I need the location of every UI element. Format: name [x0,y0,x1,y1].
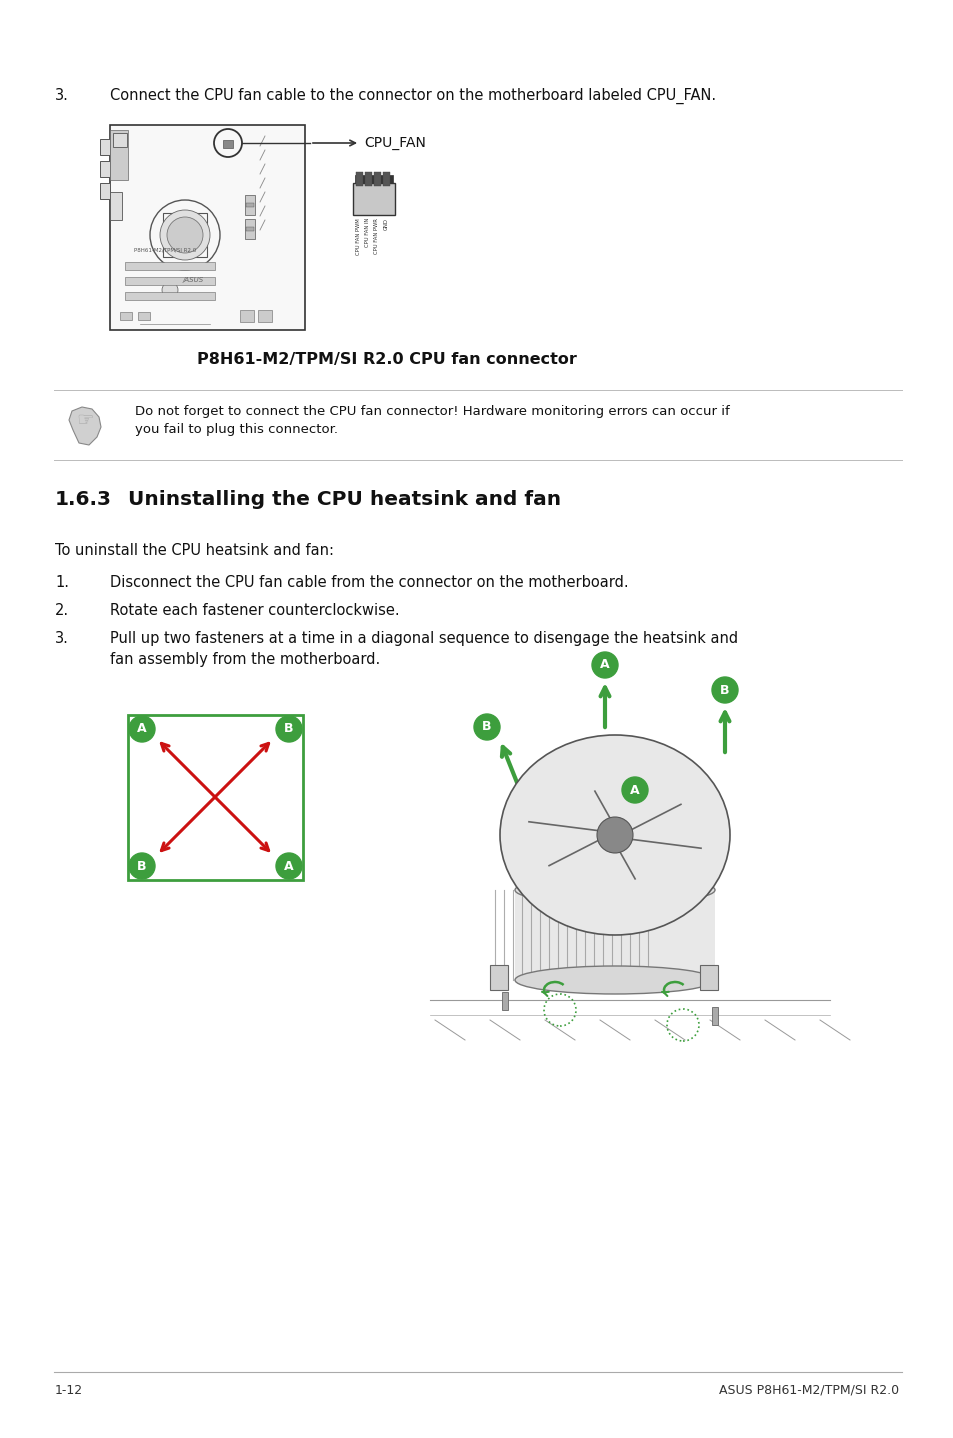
Text: B: B [284,722,294,735]
Text: B: B [137,860,147,873]
Circle shape [711,677,738,703]
Text: CPU FAN IN: CPU FAN IN [365,219,370,247]
Bar [355,175,393,183]
Bar [138,312,150,321]
Polygon shape [69,407,101,444]
Bar [125,278,214,285]
Text: 3.: 3. [55,631,69,646]
Text: 1.: 1. [55,575,69,590]
Bar [223,139,233,148]
Circle shape [592,651,618,677]
Text: B: B [482,720,491,733]
Bar [245,196,254,216]
Text: /ASUS: /ASUS [182,278,203,283]
Text: Do not forget to connect the CPU fan connector! Hardware monitoring errors can o: Do not forget to connect the CPU fan con… [135,406,729,437]
Bar [700,965,718,989]
Text: A: A [599,659,609,672]
Circle shape [162,282,178,298]
Ellipse shape [515,876,714,905]
Bar [490,965,507,989]
Circle shape [275,716,302,742]
Bar [100,161,110,177]
Bar [374,173,380,186]
Text: P8H61-M2/TPM/SI R2.0: P8H61-M2/TPM/SI R2.0 [133,247,196,253]
Bar [112,132,127,147]
Bar [501,992,507,1009]
Text: ☞: ☞ [76,410,93,430]
Text: 1-12: 1-12 [55,1383,83,1396]
Circle shape [275,853,302,879]
Bar [711,1007,718,1025]
Text: 1.6.3: 1.6.3 [55,490,112,509]
Bar [257,311,272,322]
Text: ASUS P8H61-M2/TPM/SI R2.0: ASUS P8H61-M2/TPM/SI R2.0 [719,1383,898,1396]
Bar [382,173,390,186]
Bar [246,203,253,207]
Bar [110,125,305,329]
Bar [240,311,253,322]
Text: A: A [284,860,294,873]
Text: To uninstall the CPU heatsink and fan:: To uninstall the CPU heatsink and fan: [55,544,334,558]
Circle shape [160,210,210,260]
Text: B: B [720,683,729,696]
Bar [100,183,110,198]
Bar [245,219,254,239]
Ellipse shape [515,966,714,994]
Bar [515,890,714,981]
Bar [163,213,207,257]
Text: CPU_FAN: CPU_FAN [364,137,425,150]
Text: CPU FAN PWM: CPU FAN PWM [356,219,361,255]
Text: A: A [137,722,147,735]
Circle shape [474,715,499,741]
Bar [110,193,122,220]
Bar [246,227,253,232]
Circle shape [129,716,154,742]
Text: 2.: 2. [55,603,69,618]
Circle shape [129,853,154,879]
Circle shape [167,217,203,253]
Bar [100,139,110,155]
Text: Pull up two fasteners at a time in a diagonal sequence to disengage the heatsink: Pull up two fasteners at a time in a dia… [110,631,738,667]
Bar [353,183,395,216]
Bar [125,292,214,301]
Bar [120,312,132,321]
Ellipse shape [499,735,729,935]
Text: Rotate each fastener counterclockwise.: Rotate each fastener counterclockwise. [110,603,399,618]
Text: Uninstalling the CPU heatsink and fan: Uninstalling the CPU heatsink and fan [128,490,560,509]
Bar [128,715,303,880]
Bar [125,262,214,270]
Text: 3.: 3. [55,88,69,104]
Text: Connect the CPU fan cable to the connector on the motherboard labeled CPU_FAN.: Connect the CPU fan cable to the connect… [110,88,716,104]
Bar [110,129,128,180]
Bar [355,173,363,186]
Text: P8H61-M2/TPM/SI R2.0 CPU fan connector: P8H61-M2/TPM/SI R2.0 CPU fan connector [196,352,577,367]
Text: CPU FAN PWR: CPU FAN PWR [375,219,379,255]
Circle shape [621,777,647,802]
Text: A: A [630,784,639,797]
Bar [365,173,372,186]
Circle shape [597,817,633,853]
Text: GND: GND [383,219,388,230]
Text: Disconnect the CPU fan cable from the connector on the motherboard.: Disconnect the CPU fan cable from the co… [110,575,628,590]
